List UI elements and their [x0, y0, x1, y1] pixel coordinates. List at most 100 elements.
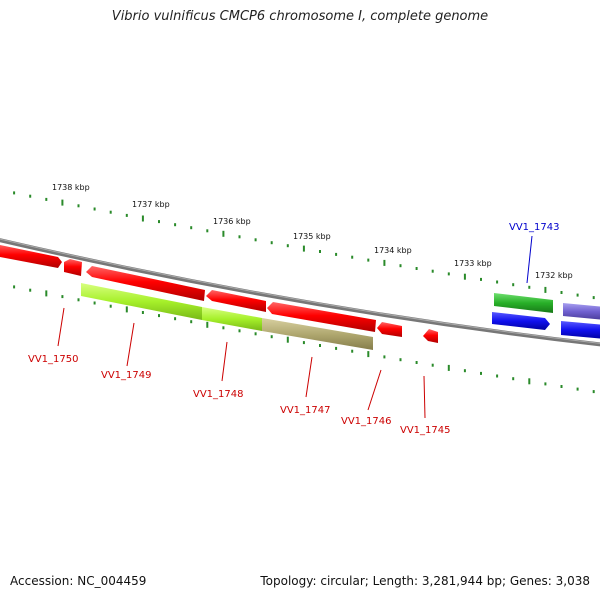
minor-tick [367, 258, 370, 262]
cds-features-minus[interactable] [81, 283, 373, 350]
minor-tick [576, 387, 579, 391]
minor-tick [592, 390, 595, 394]
gene-label[interactable]: VV1_1743 [509, 222, 560, 233]
scale-label: 1738 kbp [52, 183, 90, 192]
major-tick [447, 364, 450, 371]
minor-tick [496, 280, 499, 284]
gene-label[interactable]: VV1_1747 [280, 405, 331, 416]
major-tick [125, 306, 128, 313]
major-tick [367, 351, 370, 358]
cds-blue-2[interactable] [561, 321, 600, 339]
label-leader-lines [57, 235, 533, 419]
minor-tick [190, 320, 193, 324]
gene-label[interactable]: VV1_1746 [341, 416, 392, 427]
gene-arrow-VV1_1746[interactable] [377, 322, 402, 337]
gene-arrow-VV1_1749[interactable] [86, 266, 205, 301]
gene-arrow-VV1_1743[interactable] [494, 293, 553, 313]
minor-tick [125, 213, 128, 217]
major-tick [302, 245, 305, 252]
minor-tick [158, 314, 160, 318]
minor-tick [592, 296, 595, 300]
gene-label[interactable]: VV1_1745 [400, 425, 451, 436]
minor-tick [496, 374, 499, 378]
minor-tick [270, 241, 273, 245]
minor-tick [93, 301, 96, 305]
minor-tick [190, 226, 193, 230]
minor-tick [206, 229, 209, 233]
minor-tick [431, 269, 434, 273]
minor-tick [77, 298, 80, 302]
accession-text: Accession: NC_004459 [10, 574, 147, 588]
inner-tick-track [13, 285, 595, 394]
minor-tick [174, 317, 177, 321]
minor-tick [286, 244, 289, 248]
minor-tick [254, 332, 257, 336]
major-tick [222, 230, 225, 237]
minor-tick [29, 288, 32, 292]
gene-arrow-VV1_1747[interactable] [267, 302, 376, 332]
cds-blue-1[interactable] [492, 312, 550, 330]
minor-tick [512, 377, 515, 381]
gene-label[interactable]: VV1_1748 [193, 389, 244, 400]
minor-tick [576, 293, 579, 297]
major-tick [141, 215, 144, 222]
gene-arrow-VV1_1745[interactable] [423, 329, 438, 343]
minor-tick [335, 346, 338, 350]
scale-label: 1732 kbp [535, 271, 573, 280]
minor-tick [254, 238, 257, 242]
genome-backbone [0, 238, 600, 347]
genome-backbone-highlight [0, 238, 600, 344]
major-tick [286, 336, 289, 343]
scale-label: 1733 kbp [454, 259, 492, 268]
minor-tick [399, 264, 402, 268]
minor-tick [351, 349, 354, 353]
minor-tick [109, 304, 112, 308]
minor-tick [319, 250, 321, 253]
gene-features-minus[interactable] [0, 244, 438, 343]
minor-tick [480, 371, 482, 375]
minor-tick [61, 295, 64, 299]
minor-tick [238, 329, 241, 333]
genome-summary: Topology: circular; Length: 3,281,944 bp… [260, 574, 590, 588]
major-tick [206, 321, 209, 328]
gene-label[interactable]: VV1_1749 [101, 370, 152, 381]
minor-tick [560, 385, 563, 388]
minor-tick [158, 220, 160, 224]
minor-tick [141, 311, 144, 314]
minor-tick [512, 283, 515, 287]
minor-tick [29, 194, 32, 198]
minor-tick [415, 267, 418, 270]
scale-label: 1736 kbp [213, 217, 251, 226]
minor-tick [270, 335, 273, 339]
cds-light-1[interactable] [81, 283, 202, 320]
map-title: Vibrio vulnificus CMCP6 chromosome I, co… [111, 9, 489, 24]
cds-light-2[interactable] [202, 307, 262, 331]
minor-tick [383, 355, 386, 359]
major-tick [61, 199, 64, 206]
gene-arrow-VV1_1748[interactable] [206, 290, 266, 312]
major-tick [544, 286, 547, 293]
minor-tick [109, 210, 112, 214]
minor-tick [13, 191, 16, 195]
minor-tick [528, 285, 531, 289]
cds-olive[interactable] [262, 318, 373, 350]
minor-tick [415, 361, 418, 364]
minor-tick [174, 223, 177, 227]
gene-arrow-VV1_1750[interactable] [0, 244, 62, 268]
minor-tick [351, 255, 354, 259]
gene-label[interactable]: VV1_1750 [28, 354, 79, 365]
minor-tick [399, 358, 402, 362]
gene-arrow-small-1[interactable] [64, 259, 82, 276]
scale-label: 1737 kbp [132, 200, 170, 209]
minor-tick [77, 204, 80, 208]
gene-features-plus[interactable] [492, 293, 600, 339]
scale-label: 1735 kbp [293, 232, 331, 241]
minor-tick [431, 363, 434, 367]
outer-tick-track [13, 191, 595, 300]
scale-label: 1734 kbp [374, 246, 412, 255]
minor-tick [13, 285, 16, 289]
minor-tick [560, 291, 563, 294]
major-tick [383, 259, 386, 266]
gene-arrow-purple[interactable] [563, 303, 600, 320]
